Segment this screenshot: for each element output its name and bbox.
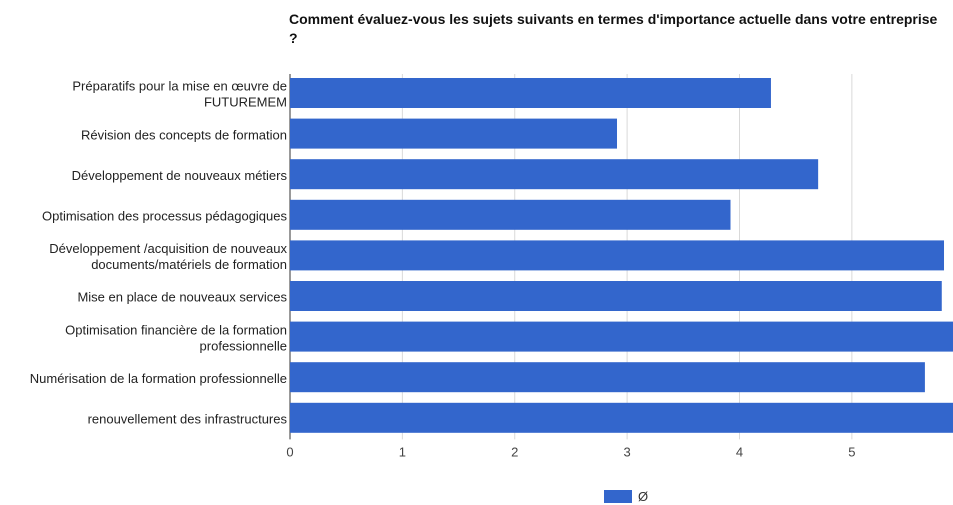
x-tick-label: 3 — [624, 444, 631, 459]
bar — [290, 281, 942, 311]
category-label: Révision des concepts de formation — [81, 127, 287, 142]
bar — [290, 321, 953, 352]
bar — [290, 78, 771, 108]
x-tick-label: 1 — [399, 444, 406, 459]
bar — [290, 402, 953, 433]
legend: Ø — [604, 489, 648, 504]
category-label: renouvellement des infrastructures — [88, 412, 288, 427]
chart-title: Comment évaluez-vous les sujets suivants… — [289, 11, 938, 46]
bar — [290, 362, 925, 393]
category-label: Développement de nouveaux métiers — [72, 168, 288, 183]
category-labels: Préparatifs pour la mise en œuvre deFUTU… — [30, 79, 288, 427]
category-label: Préparatifs pour la mise en œuvre de — [72, 79, 287, 94]
category-label: Numérisation de la formation professionn… — [30, 371, 287, 386]
x-tick-label: 0 — [286, 444, 293, 459]
x-tick-label: 4 — [736, 444, 743, 459]
category-label: Développement /acquisition de nouveaux — [49, 241, 287, 256]
bars — [290, 78, 953, 433]
bar — [290, 240, 945, 271]
legend-swatch — [604, 490, 632, 503]
category-label: Optimisation financière de la formation — [65, 322, 287, 337]
category-label: documents/matériels de formation — [91, 257, 287, 272]
bar — [290, 199, 731, 230]
x-axis-ticks: 0 1 2 3 4 5 — [286, 444, 855, 459]
category-label: Mise en place de nouveaux services — [77, 290, 287, 305]
category-label: FUTUREMEM — [204, 95, 287, 110]
category-label: professionnelle — [200, 338, 287, 353]
bar — [290, 118, 618, 149]
category-label: Optimisation des processus pédagogiques — [42, 209, 287, 224]
x-tick-label: 2 — [511, 444, 518, 459]
bar — [290, 159, 819, 190]
legend-label: Ø — [638, 489, 648, 504]
x-tick-label: 5 — [848, 444, 855, 459]
